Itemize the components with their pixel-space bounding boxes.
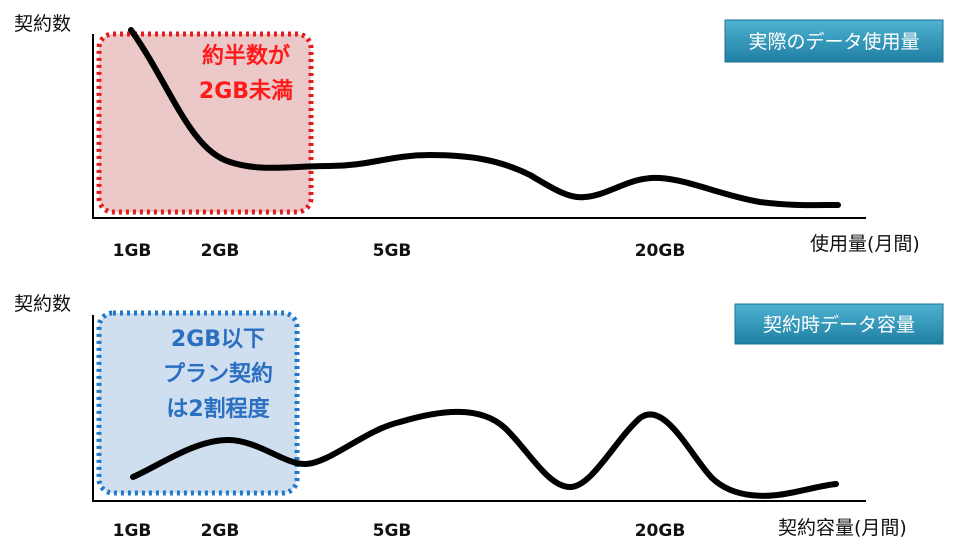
contract-x-axis-label: 契約容量(月間) (778, 517, 907, 539)
contract-distribution-curve (130, 408, 839, 499)
chart-usage: 約半数が 2GB未満 契約数 使用量(月間) 1GB 2GB 5GB 20GB … (14, 13, 944, 261)
usage-y-axis-label: 契約数 (14, 13, 71, 35)
usage-tick-5gb: 5GB (373, 241, 412, 261)
usage-title-badge (724, 19, 944, 63)
usage-highlight-line-2: 2GB未満 (199, 78, 293, 104)
usage-x-axis-label: 使用量(月間) (810, 233, 920, 255)
usage-highlight-line-1: 約半数が (202, 43, 290, 69)
contract-highlight-box (96, 310, 300, 496)
contract-tick-5gb: 5GB (373, 521, 412, 541)
contract-tick-2gb: 2GB (201, 521, 240, 541)
contract-highlight-line-1: 2GB以下 (171, 327, 265, 352)
usage-distribution-curve (128, 27, 841, 209)
contract-highlight-line-3: は2割程度 (166, 396, 270, 422)
contract-y-axis-label: 契約数 (14, 293, 71, 315)
contract-title-badge (734, 303, 944, 345)
contract-tick-20gb: 20GB (635, 521, 686, 541)
contract-tick-1gb: 1GB (113, 521, 152, 541)
contract-title: 契約時データ容量 (763, 314, 915, 336)
usage-tick-20gb: 20GB (635, 241, 686, 261)
chart-contract: 2GB以下 プラン契約 は2割程度 契約数 契約容量(月間) 1GB 2GB 5… (14, 293, 944, 541)
usage-tick-1gb: 1GB (113, 241, 152, 261)
usage-tick-2gb: 2GB (201, 241, 240, 261)
usage-title: 実際のデータ使用量 (748, 31, 919, 53)
contract-highlight-line-2: プラン契約 (163, 361, 273, 387)
